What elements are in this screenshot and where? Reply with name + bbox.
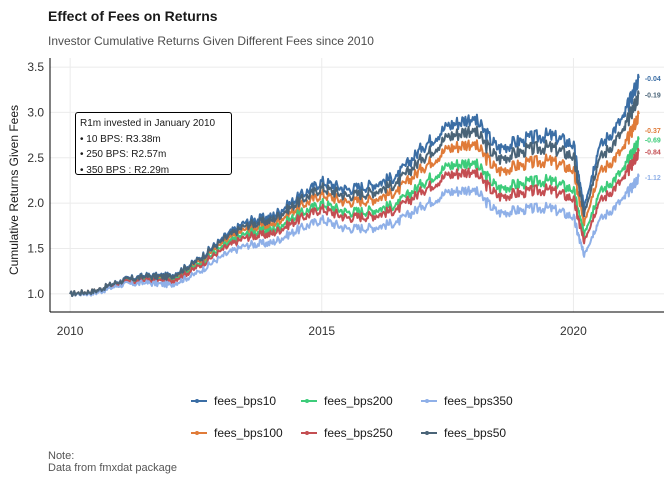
series-lines [69, 73, 640, 298]
annotation-line-350bps: • 350 BPS : R2.29m [80, 164, 170, 176]
legend-label: fees_bps10 [214, 394, 277, 408]
end-label-fees_bps350: -1.12 [645, 175, 661, 182]
annotation-heading: R1m invested in January 2010 [80, 118, 216, 129]
legend-key-icon [190, 427, 208, 439]
note-label: Note: [48, 450, 75, 462]
legend-label: fees_bps200 [324, 394, 393, 408]
legend-label: fees_bps250 [324, 426, 393, 440]
x-tick-label: 2010 [57, 324, 84, 338]
end-label-fees_bps250: -0.84 [645, 149, 661, 156]
grid-lines [50, 58, 664, 312]
legend-key-icon [300, 395, 318, 407]
chart-title: Effect of Fees on Returns [48, 8, 218, 24]
y-tick-label: 1.5 [27, 242, 44, 256]
end-label-fees_bps100: -0.37 [645, 128, 661, 135]
legend-key-icon [300, 427, 318, 439]
end-label-fees_bps50: -0.19 [645, 92, 661, 99]
series-line-fees_bps350 [69, 173, 640, 298]
footnote: Note: Data from fmxdat package [48, 450, 177, 474]
legend-key-icon [420, 395, 438, 407]
note-text: Data from fmxdat package [48, 462, 178, 474]
series-line-fees_bps10 [69, 73, 640, 297]
legend-key-icon [420, 427, 438, 439]
legend-label: fees_bps350 [444, 394, 513, 408]
legend-key-icon [190, 395, 208, 407]
tick-labels: 1.0 1.5 2.0 2.5 3.0 3.5 2010 2015 2020 [27, 60, 587, 338]
legend-item-fees-bps100[interactable]: fees_bps100 [190, 426, 283, 440]
legend-label: fees_bps50 [444, 426, 507, 440]
y-tick-label: 2.0 [27, 196, 44, 210]
annotation-line-250bps: • 250 BPS: R2.57m [80, 149, 167, 160]
legend-label: fees_bps100 [214, 426, 283, 440]
legend-item-fees-bps50[interactable]: fees_bps50 [420, 426, 506, 440]
x-tick-label: 2015 [308, 324, 335, 338]
legend-item-fees-bps250[interactable]: fees_bps250 [300, 426, 393, 440]
annotation-box: R1m invested in January 2010 • 10 BPS: R… [75, 112, 232, 176]
series-line-fees_bps50 [69, 90, 640, 297]
end-labels: -0.04 -0.37 -0.69 -0.84 -1.12 -0.19 [645, 76, 661, 182]
legend-item-fees-bps200[interactable]: fees_bps200 [300, 394, 393, 408]
series-line-fees_bps250 [69, 147, 640, 297]
legend-item-fees-bps10[interactable]: fees_bps10 [190, 394, 276, 408]
axes [49, 58, 664, 313]
y-tick-label: 3.0 [27, 105, 44, 119]
x-tick-label: 2020 [560, 324, 587, 338]
chart-subtitle: Investor Cumulative Returns Given Differ… [48, 34, 374, 48]
legend-item-fees-bps350[interactable]: fees_bps350 [420, 394, 513, 408]
y-tick-label: 2.5 [27, 151, 44, 165]
y-tick-label: 3.5 [27, 60, 44, 74]
end-label-fees_bps10: -0.04 [645, 76, 661, 83]
end-label-fees_bps200: -0.69 [645, 138, 661, 145]
annotation-line-10bps: • 10 BPS: R3.38m [80, 133, 161, 145]
y-tick-label: 1.0 [27, 287, 44, 301]
